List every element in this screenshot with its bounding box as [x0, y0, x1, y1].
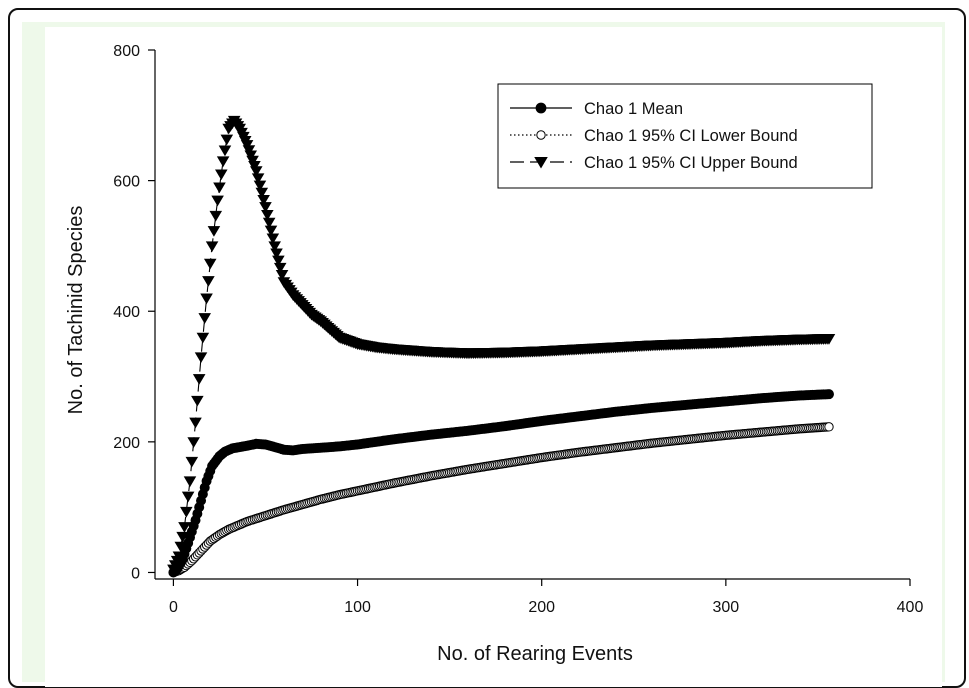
data-point — [251, 173, 265, 185]
data-point — [822, 334, 836, 345]
data-point — [264, 225, 278, 237]
data-point — [209, 210, 223, 222]
legend-label-upper: Chao 1 95% CI Upper Bound — [584, 154, 798, 172]
data-point — [262, 217, 276, 229]
y-tick-label: 800 — [113, 43, 140, 60]
data-point — [178, 522, 191, 533]
data-point — [215, 169, 228, 181]
legend-box — [497, 83, 873, 189]
data-point — [242, 145, 256, 156]
y-tick-label: 0 — [131, 565, 140, 582]
data-point — [187, 437, 200, 448]
data-point — [261, 209, 274, 221]
y-axis-title: No. of Tachinid Species — [65, 206, 87, 415]
data-point — [246, 155, 259, 167]
data-point — [198, 313, 211, 324]
data-point — [189, 417, 202, 429]
x-tick-label: 400 — [897, 599, 924, 616]
data-point — [216, 156, 230, 168]
data-point — [240, 140, 254, 151]
data-point — [213, 182, 226, 194]
x-tick-label: 200 — [528, 599, 555, 616]
data-point — [259, 202, 272, 213]
series-mean — [168, 389, 834, 578]
legend: Chao 1 Mean Chao 1 95% CI Lower Bound Ch… — [497, 83, 873, 189]
data-point — [194, 352, 208, 364]
data-point — [253, 180, 267, 192]
data-point — [172, 551, 186, 563]
data-point — [248, 160, 261, 172]
data-point — [211, 195, 224, 207]
series-upper-bound — [167, 115, 836, 576]
data-point — [191, 395, 204, 407]
data-point — [270, 248, 283, 260]
x-axis-title: No. of Rearing Events — [437, 643, 633, 665]
legend-marker — [534, 157, 548, 169]
y-tick-label: 600 — [113, 174, 140, 191]
y-tick-label: 400 — [113, 304, 140, 321]
data-point — [203, 258, 217, 270]
data-point — [250, 166, 263, 177]
x-tick-label: 300 — [713, 599, 740, 616]
data-point — [257, 194, 270, 206]
data-point — [200, 293, 213, 305]
legend-label-lower: Chao 1 95% CI Lower Bound — [584, 127, 798, 145]
data-point — [255, 187, 269, 199]
data-point — [823, 389, 834, 400]
data-point — [824, 422, 834, 432]
legend-marker — [536, 130, 546, 140]
x-tick-label: 0 — [169, 599, 178, 616]
y-tick-label: 200 — [113, 435, 140, 452]
data-point — [207, 226, 221, 237]
data-point — [181, 491, 195, 503]
data-point — [244, 150, 258, 162]
data-point — [273, 262, 287, 274]
data-point — [220, 134, 234, 146]
x-tick-label: 100 — [344, 599, 371, 616]
series-line — [173, 393, 830, 573]
data-point — [218, 145, 232, 157]
data-point — [272, 255, 285, 267]
data-point — [174, 541, 188, 553]
data-point — [196, 332, 210, 344]
data-point — [202, 276, 215, 287]
series-lower-bound — [168, 422, 834, 578]
data-point — [180, 506, 193, 518]
data-point — [183, 476, 197, 488]
data-point — [266, 233, 280, 245]
legend-label-mean: Chao 1 Mean — [584, 100, 683, 118]
data-point — [192, 374, 206, 385]
data-point — [268, 241, 281, 252]
data-point — [185, 456, 199, 468]
data-point — [205, 241, 219, 252]
legend-items — [510, 102, 572, 169]
series-layer — [167, 115, 836, 578]
data-point — [275, 270, 289, 281]
data-point — [176, 531, 189, 543]
legend-marker — [535, 102, 547, 114]
axes: 0 100 200 300 400 0 200 400 600 800 — [113, 43, 923, 616]
